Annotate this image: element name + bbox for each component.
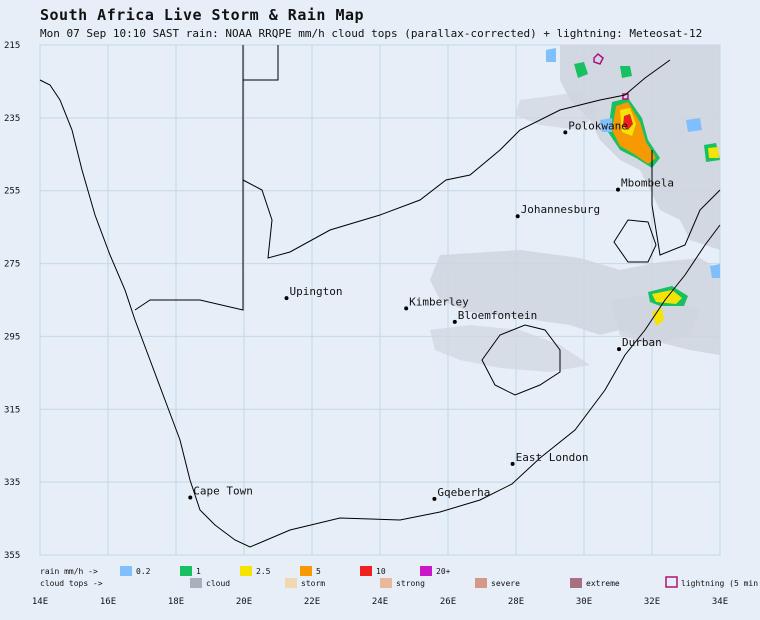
legend-rain-swatch — [120, 566, 132, 576]
eswatini-border — [613, 219, 657, 263]
city-dot — [616, 187, 620, 192]
lesotho-border — [481, 324, 561, 396]
lon-tick-label: 14E — [32, 597, 48, 607]
city-dot — [284, 296, 289, 301]
legend-rain-item-label: 2.5 — [256, 567, 271, 576]
city-label: Johannesburg — [521, 203, 600, 216]
lat-tick-label: 275 — [4, 260, 20, 270]
legend-rain-item-label: 5 — [316, 567, 321, 576]
map-legend: rain mm/h -> 0.2 1 2.5 5 10 20+ cloud tops -> cl… — [40, 566, 758, 588]
rain-north-02mm-a — [574, 62, 588, 78]
city-label: Cape Town — [193, 484, 253, 497]
city-label: Mbombela — [621, 177, 674, 190]
lon-tick-label: 32E — [644, 597, 660, 607]
lon-tick-label: 24E — [372, 597, 388, 607]
legend-rain-swatch — [180, 566, 192, 576]
map-subtitle: Mon 07 Sep 10:10 SAST rain: NOAA RRQPE m… — [40, 27, 703, 40]
city-dot — [432, 496, 437, 501]
rain-02mm-speckle-2 — [710, 264, 720, 278]
mozambique-border — [651, 150, 721, 256]
legend-lightning-swatch — [665, 576, 678, 588]
legend-cloud-swatch — [380, 578, 392, 588]
legend-cloud-item-label: strong — [396, 579, 425, 588]
city-dot — [510, 461, 515, 466]
city-dot — [617, 347, 622, 352]
lightning-north — [593, 52, 604, 65]
lon-tick-label: 26E — [440, 597, 456, 607]
lat-tick-label: 235 — [4, 114, 20, 124]
legend-rain-item-label: 1 — [196, 567, 201, 576]
rain-northeast-25mm — [708, 147, 719, 158]
lon-tick-label: 22E — [304, 597, 320, 607]
city-label: East London — [516, 451, 589, 464]
city-label: Durban — [622, 336, 662, 349]
cloud-south-central — [430, 325, 590, 372]
botswana-border — [242, 45, 671, 259]
lon-tick-label: 34E — [712, 597, 728, 607]
legend-cloud-swatch — [475, 578, 487, 588]
legend-cloud-item-label: cloud — [206, 579, 230, 588]
lon-tick-label: 28E — [508, 597, 524, 607]
city-label: Polokwane — [568, 119, 628, 132]
legend-cloud-swatch — [570, 578, 582, 588]
city-label: Gqeberha — [437, 486, 490, 499]
lon-tick-label: 30E — [576, 597, 592, 607]
legend-cloud-item-label: severe — [491, 579, 520, 588]
map-title: South Africa Live Storm & Rain Map — [40, 6, 365, 24]
legend-rain-item-label: 20+ — [436, 567, 451, 576]
city-label: Bloemfontein — [458, 309, 537, 322]
rain-coast-25mm — [652, 308, 664, 326]
rain-02mm-speckle-3 — [546, 48, 556, 62]
legend-rain-swatch — [300, 566, 312, 576]
lat-tick-label: 315 — [4, 405, 20, 415]
rain-02mm-speckle-4 — [600, 118, 612, 132]
namibia-border — [134, 45, 244, 311]
city-label: Kimberley — [409, 295, 469, 308]
lon-tick-label: 20E — [236, 597, 252, 607]
legend-rain-swatch — [360, 566, 372, 576]
legend-lightning-label: lightning (5 min — [681, 579, 758, 588]
legend-cloud-swatch — [285, 578, 297, 588]
rain-02mm-speckle-1 — [686, 118, 702, 132]
lat-tick-label: 255 — [4, 187, 20, 197]
city-dot — [563, 130, 568, 135]
legend-rain-label: rain mm/h -> — [40, 567, 98, 576]
rain-polokwane-10mm — [623, 114, 633, 130]
city-dot — [404, 306, 409, 311]
lat-tick-label: 295 — [4, 332, 20, 342]
legend-cloud-item-label: extreme — [586, 579, 620, 588]
longitude-ticks: 14E 16E 18E 20E 22E 24E 26E 28E 30E 32E 34E — [32, 597, 728, 607]
legend-cloud-item-label: storm — [301, 579, 325, 588]
lon-tick-label: 18E — [168, 597, 184, 607]
lat-tick-label: 215 — [4, 41, 20, 51]
city-markers: Polokwane Mbombela Johannesburg Upington Kim… — [188, 119, 674, 501]
legend-rain-item-label: 10 — [376, 567, 386, 576]
city-dot — [452, 319, 457, 324]
legend-rain-swatch — [420, 566, 432, 576]
city-label: Upington — [290, 285, 343, 298]
legend-cloud-label: cloud tops -> — [40, 579, 103, 588]
latitude-ticks: 215 235 255 275 295 315 335 355 — [4, 41, 20, 561]
legend-rain-item-label: 0.2 — [136, 567, 151, 576]
city-dot — [515, 214, 520, 219]
lat-tick-label: 355 — [4, 551, 20, 561]
legend-cloud-swatch — [190, 578, 202, 588]
legend-rain-swatch — [240, 566, 252, 576]
lat-tick-label: 335 — [4, 478, 20, 488]
coastline — [39, 79, 721, 548]
rain-north-02mm-b — [620, 66, 632, 78]
city-dot — [188, 495, 193, 500]
lon-tick-label: 16E — [100, 597, 116, 607]
borders — [39, 45, 721, 548]
rain-cells — [546, 48, 720, 326]
